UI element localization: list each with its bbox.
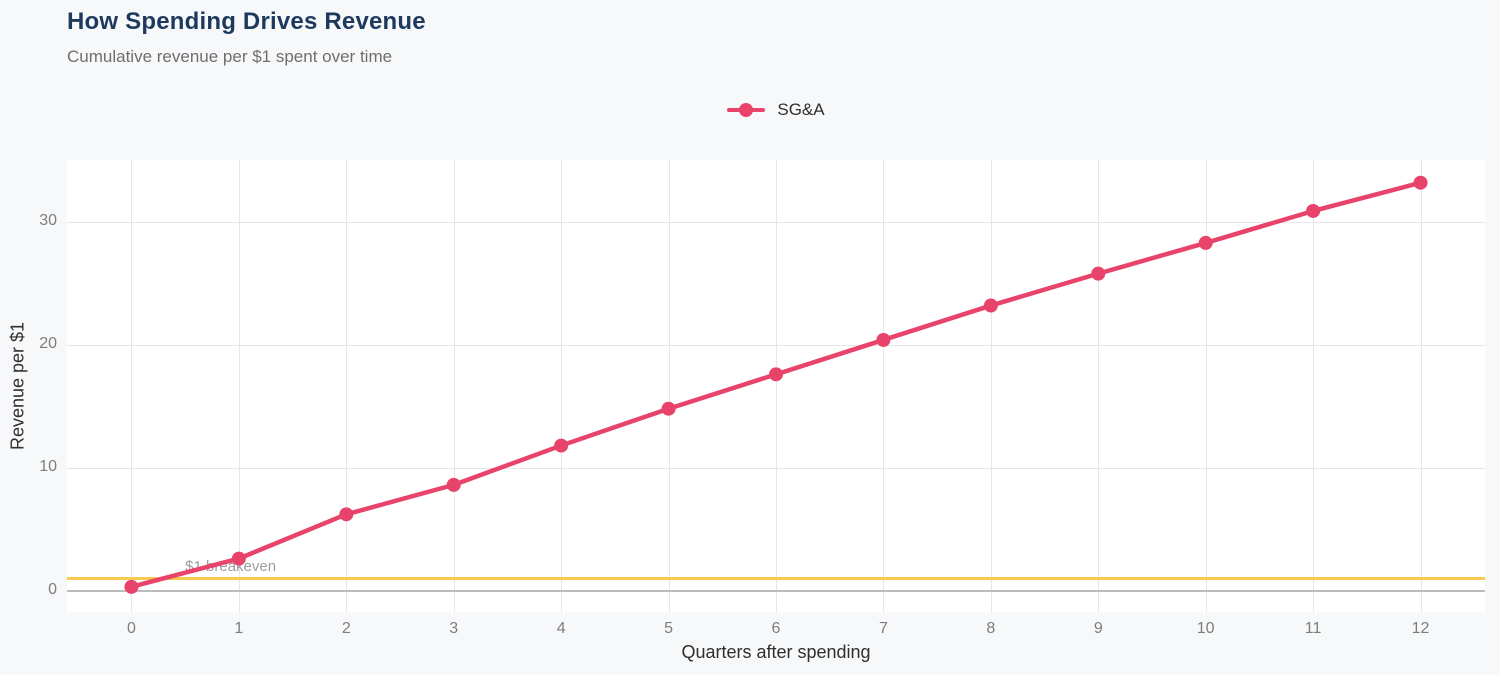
data-point <box>124 579 139 594</box>
vertical-gridline <box>990 160 992 612</box>
breakeven-line <box>67 576 1485 580</box>
data-point <box>1413 175 1428 190</box>
y-tick-label: 10 <box>39 457 57 475</box>
vertical-gridline <box>238 160 240 612</box>
x-tick-label: 7 <box>878 620 888 637</box>
x-tick-label: 11 <box>1304 620 1322 637</box>
vertical-gridline <box>1098 160 1100 612</box>
data-point <box>769 367 783 382</box>
x-tick-label: 4 <box>556 620 566 637</box>
breakeven-annotation: $1 breakeven <box>185 558 277 576</box>
x-tick-label: 9 <box>1093 620 1103 637</box>
x-tick-label: 3 <box>449 620 459 637</box>
x-tick-label: 0 <box>127 620 136 637</box>
data-point <box>876 332 891 347</box>
x-tick-label: 6 <box>771 620 781 637</box>
x-tick-label: 5 <box>664 620 674 637</box>
x-tick-label: 8 <box>986 620 996 637</box>
y-tick-label: 30 <box>39 212 57 230</box>
horizontal-gridline <box>67 467 1485 469</box>
zero-axis-line <box>67 589 1485 592</box>
vertical-gridline <box>346 160 348 612</box>
data-point <box>661 401 676 416</box>
legend-line-marker <box>727 103 766 117</box>
x-tick-label: 1 <box>234 620 244 637</box>
chart-subtitle: Cumulative revenue per $1 spent over tim… <box>67 47 393 66</box>
legend: SG&A <box>67 98 1485 122</box>
data-point <box>339 507 354 522</box>
chart-title: How Spending Drives Revenue <box>67 8 426 35</box>
vertical-gridline <box>668 160 670 612</box>
horizontal-gridline <box>67 222 1485 224</box>
data-point <box>554 438 569 453</box>
x-tick-label: 2 <box>341 620 351 637</box>
series-layer <box>124 175 1428 594</box>
y-tick-label: 20 <box>39 334 57 352</box>
y-tick-label: 0 <box>48 580 57 598</box>
vertical-gridline <box>883 160 885 612</box>
x-tick-label: 10 <box>1196 620 1215 637</box>
legend-series-label: SG&A <box>777 100 825 119</box>
x-tick-label: 12 <box>1411 620 1430 637</box>
data-point <box>446 477 461 492</box>
vertical-gridline <box>453 160 455 612</box>
data-point <box>1306 203 1321 218</box>
vertical-gridline <box>131 160 133 612</box>
vertical-gridline <box>1205 160 1207 612</box>
data-point <box>983 298 998 313</box>
x-axis-title: Quarters after spending <box>681 642 871 662</box>
plot-area: $1 breakeven <box>67 160 1485 612</box>
horizontal-gridline <box>67 344 1485 346</box>
data-point <box>231 551 246 566</box>
vertical-gridline <box>1313 160 1315 612</box>
vertical-gridline <box>776 160 777 612</box>
series-line <box>129 180 1423 590</box>
vertical-gridline <box>1420 160 1422 612</box>
data-point <box>1198 235 1213 250</box>
y-axis-title: Revenue per $1 <box>7 321 28 451</box>
legend-dot-marker <box>739 103 754 117</box>
vertical-gridline <box>561 160 563 612</box>
data-point <box>1091 266 1106 281</box>
